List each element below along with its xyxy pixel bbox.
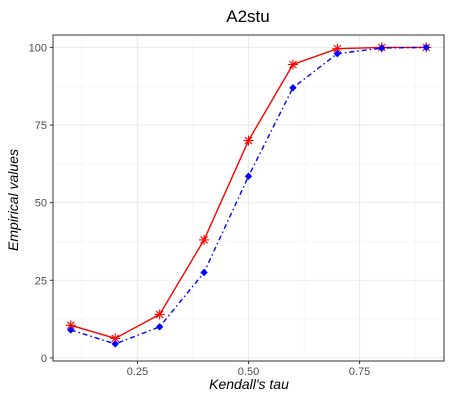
series-2-point [244,172,253,180]
series-2-point [200,268,208,277]
y-tick-label: 75 [35,120,47,132]
x-tick-label: 0.75 [349,366,370,378]
axis-ticks: 0.25 0.50 0.75 0 25 50 75 100 [29,42,371,378]
x-tick-label: 0.25 [127,366,148,378]
plot-series [65,42,432,348]
y-tick-label: 25 [35,275,47,287]
x-tick-label: 0.50 [238,366,259,378]
series-2-point [378,44,386,52]
y-tick-label: 100 [29,42,47,54]
series-2-point [289,84,297,92]
y-tick-label: 0 [41,353,47,365]
x-axis-title: Kendall's tau [209,376,289,392]
chart-title: A2stu [226,7,269,26]
series-2-point [333,49,342,58]
y-axis-title: Empirical values [5,149,21,251]
series-2-point [67,326,75,334]
series-1-point [154,309,165,320]
grid [53,35,444,361]
series-2-point [422,43,430,52]
series-1-point [243,135,254,146]
series-2-point [111,340,119,348]
series-1-point [199,234,210,245]
series-2-point [155,323,164,331]
y-tick-label: 50 [35,198,47,210]
series-1-point [287,59,298,70]
